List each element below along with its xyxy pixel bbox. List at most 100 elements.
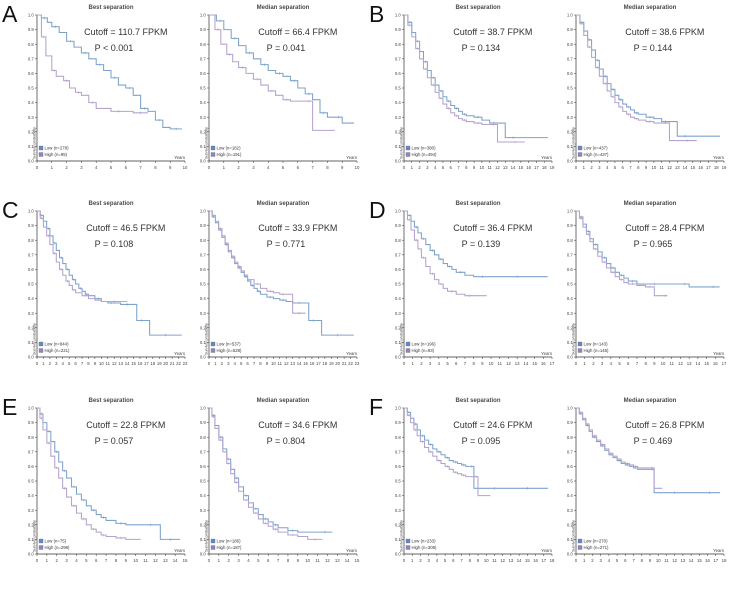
y-tick-label: 0.4 <box>200 297 207 302</box>
panel-D-plots: Best separation 1.0 0.9 0.8 0.7 0.6 0.5 0.4 0.3 0… <box>386 197 736 389</box>
censor-mark <box>454 470 457 474</box>
low-survival-curve <box>404 210 548 278</box>
x-tick-label: 1 <box>583 558 586 563</box>
y-tick-label: 0.2 <box>28 522 35 527</box>
km-plot: Best separation 1.0 0.9 0.8 0.7 0.6 0.5 0.4 0.3 0… <box>395 201 555 366</box>
x-axis-label: Years <box>541 155 552 160</box>
y-tick-label: 0.3 <box>28 311 35 316</box>
censor-mark <box>285 98 288 101</box>
censor-mark <box>627 112 630 116</box>
x-tick-label: 14 <box>345 558 350 563</box>
x-tick-label: 14 <box>297 361 302 366</box>
x-tick-label: 2 <box>591 558 594 563</box>
censor-mark <box>244 493 248 497</box>
p-value-annotation: P < 0.001 <box>95 43 134 53</box>
y-tick-label: 0.1 <box>28 537 35 542</box>
y-tick-label: 0.3 <box>567 115 574 120</box>
legend-label-high: High (n=308) <box>412 545 438 550</box>
x-tick-label: 0 <box>403 558 406 563</box>
x-tick-label: 2 <box>49 361 52 366</box>
censor-mark <box>619 105 623 109</box>
y-tick-label: 0.8 <box>395 42 402 47</box>
censor-mark <box>274 527 277 531</box>
y-tick-label: 0.5 <box>395 282 402 287</box>
censor-mark <box>143 107 146 110</box>
x-tick-label: 6 <box>622 165 625 170</box>
y-tick-label: 0.7 <box>395 449 402 454</box>
x-tick-label: 2 <box>237 165 240 170</box>
censor-mark <box>526 486 529 490</box>
y-axis-label: Survival probability <box>572 323 576 355</box>
y-tick-label: 0.9 <box>28 27 35 32</box>
censor-mark <box>602 256 606 260</box>
p-value-annotation: P = 0.057 <box>95 436 134 446</box>
x-tick-label: 3 <box>227 361 230 366</box>
x-tick-label: 9 <box>94 361 97 366</box>
censor-mark <box>603 75 607 78</box>
censor-mark <box>445 464 449 468</box>
censor-mark <box>47 429 51 433</box>
x-tick-label: 15 <box>532 361 537 366</box>
x-tick-label: 10 <box>480 165 485 170</box>
censor-mark <box>424 60 427 64</box>
censor-mark <box>69 39 72 43</box>
x-tick-label: 4 <box>95 165 98 170</box>
x-tick-label: 21 <box>170 361 175 366</box>
y-tick-label: 0.6 <box>395 464 402 469</box>
legend-swatch-high <box>38 152 44 157</box>
y-axis-label: Survival probability <box>400 127 404 159</box>
x-tick-label: 3 <box>65 558 68 563</box>
x-tick-label: 12 <box>667 165 672 170</box>
x-tick-label: 12 <box>112 361 117 366</box>
y-tick-label: 0.2 <box>200 522 207 527</box>
y-tick-label: 0.5 <box>395 86 402 91</box>
x-tick-label: 3 <box>598 165 601 170</box>
x-tick-label: 7 <box>632 558 635 563</box>
legend-label-high: High (n=191) <box>217 152 243 157</box>
x-axis-label: Years <box>541 548 552 553</box>
x-tick-label: 3 <box>429 361 432 366</box>
x-axis-label: Years <box>713 548 724 553</box>
x-tick-label: 2 <box>419 558 422 563</box>
x-tick-label: 6 <box>624 558 627 563</box>
legend-label-high: High (n=95) <box>45 152 68 157</box>
x-tick-label: 0 <box>575 558 578 563</box>
x-tick-label: 3 <box>237 558 240 563</box>
x-tick-label: 20 <box>335 361 340 366</box>
censor-mark <box>416 39 419 43</box>
x-axis-label: Years <box>346 352 357 357</box>
censor-mark <box>79 287 82 291</box>
x-tick-label: 2 <box>228 558 231 563</box>
censor-mark <box>225 242 228 245</box>
x-tick-label: 6 <box>297 165 300 170</box>
x-tick-label: 11 <box>106 361 111 366</box>
legend-label-high: High (n=528) <box>217 348 243 353</box>
censor-mark <box>601 442 605 446</box>
km-plot: Best separation 1.0 0.9 0.8 0.7 0.6 0.5 0.4 0.3 0… <box>28 5 188 170</box>
x-tick-label: 10 <box>652 165 657 170</box>
censor-mark <box>46 227 50 231</box>
figure-row-2: C Best separation 1.0 0.9 0.8 0.7 0.6 0.5 0.4 0.… <box>2 197 736 393</box>
low-survival-curve <box>404 14 549 139</box>
x-tick-label: 5 <box>618 361 621 366</box>
y-axis-label: Survival probability <box>572 127 576 159</box>
censor-mark <box>424 67 427 71</box>
y-tick-label: 0.9 <box>28 224 35 229</box>
censor-mark <box>72 278 76 282</box>
y-tick-label: 0.5 <box>200 282 207 287</box>
x-tick-label: 14 <box>689 558 694 563</box>
x-tick-label: 10 <box>484 558 489 563</box>
censor-mark <box>511 136 515 139</box>
censor-mark <box>227 457 231 461</box>
x-tick-label: 14 <box>125 361 130 366</box>
x-tick-label: 17 <box>706 165 711 170</box>
censor-mark <box>297 312 301 315</box>
panel-F: F Best separation 1.0 0.9 0.8 0.7 0.6 0.5 0.4 0.… <box>369 394 736 590</box>
censor-mark <box>336 334 339 337</box>
legend-swatch-high <box>577 348 583 353</box>
censor-mark <box>455 114 458 118</box>
y-tick-label: 0.8 <box>567 238 574 243</box>
censor-mark <box>586 230 590 234</box>
x-tick-label: 17 <box>722 361 727 366</box>
censor-mark <box>264 521 268 525</box>
